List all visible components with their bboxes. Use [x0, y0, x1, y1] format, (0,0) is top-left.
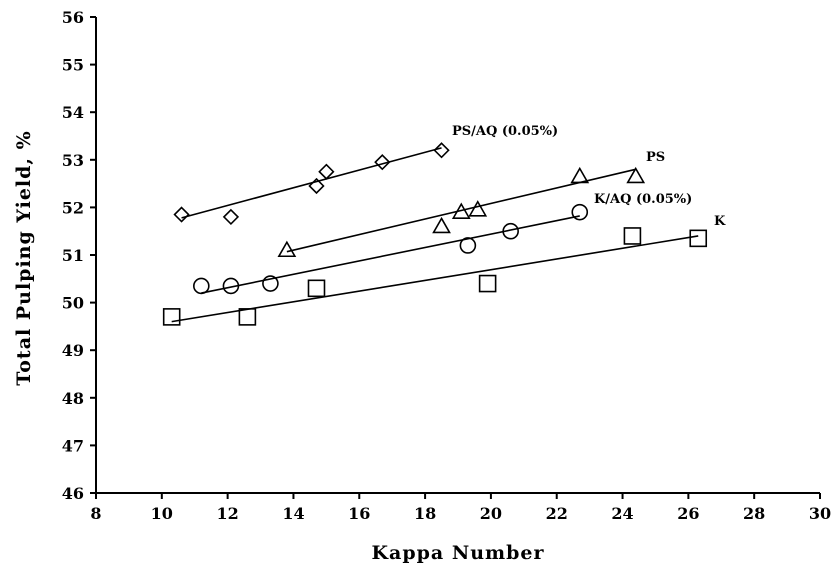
square-marker — [307, 279, 326, 298]
series-label: K/AQ (0.05%) — [594, 192, 692, 207]
series-label: PS — [646, 150, 665, 165]
x-tick-label: 20 — [480, 504, 502, 523]
y-tick-label: 56 — [62, 8, 84, 27]
triangle-marker — [468, 200, 488, 217]
x-tick-label: 8 — [90, 504, 101, 523]
triangle-marker — [277, 240, 297, 258]
diamond-marker — [318, 163, 335, 180]
diamond-marker — [308, 177, 325, 195]
circle-marker — [502, 222, 519, 240]
triangle-marker — [432, 216, 451, 234]
y-tick-label: 49 — [62, 341, 84, 360]
x-tick-label: 24 — [611, 504, 633, 523]
x-tick-label: 16 — [348, 504, 370, 523]
y-ticks: 46 47 48 49 50 51 52 53 54 55 56 — [62, 8, 96, 503]
square-marker — [623, 227, 642, 245]
square-marker — [162, 308, 181, 326]
series-labels: PS/AQ (0.05%) PS K/AQ (0.05%) K — [452, 124, 726, 229]
axes — [95, 17, 820, 494]
square-marker — [689, 229, 708, 248]
y-tick-label: 48 — [62, 389, 84, 408]
y-tick-label: 51 — [62, 246, 84, 265]
y-tick-label: 52 — [62, 198, 84, 217]
square-marker — [238, 308, 257, 326]
diamond-marker — [173, 206, 190, 223]
x-tick-label: 30 — [809, 504, 831, 523]
markers — [162, 142, 708, 326]
triangle-marker — [626, 166, 646, 184]
triangle-marker — [451, 202, 471, 219]
series-label: K — [714, 214, 726, 229]
triangle-marker — [570, 166, 590, 184]
y-tick-label: 54 — [62, 103, 84, 122]
y-tick-label: 46 — [62, 484, 84, 503]
y-tick-label: 50 — [62, 294, 84, 313]
x-tick-label: 14 — [282, 504, 304, 523]
y-tick-label: 55 — [62, 56, 84, 75]
y-tick-label: 47 — [62, 436, 84, 455]
y-tick-label: 53 — [62, 151, 84, 170]
circle-marker — [571, 203, 589, 221]
circle-marker — [459, 237, 477, 254]
diamond-marker — [433, 142, 450, 159]
x-tick-label: 12 — [217, 504, 239, 523]
series-label: PS/AQ (0.05%) — [452, 124, 558, 139]
fit-lines — [171, 147, 699, 323]
circle-marker — [222, 277, 240, 295]
y-axis-title: Total Pulping Yield, % — [13, 130, 35, 385]
circle-marker — [262, 275, 279, 292]
x-tick-label: 18 — [414, 504, 436, 523]
x-tick-label: 28 — [743, 504, 765, 523]
x-tick-label: 22 — [546, 504, 568, 523]
square-marker — [478, 274, 497, 293]
x-ticks: 8 10 12 14 16 18 20 22 24 26 28 30 — [90, 493, 831, 523]
circle-marker — [193, 277, 210, 295]
diamond-marker — [374, 154, 391, 171]
x-tick-label: 10 — [151, 504, 173, 523]
x-axis-title: Kappa Number — [372, 542, 545, 564]
x-tick-label: 26 — [677, 504, 699, 523]
fit-line — [171, 235, 699, 323]
diamond-marker — [222, 208, 240, 226]
